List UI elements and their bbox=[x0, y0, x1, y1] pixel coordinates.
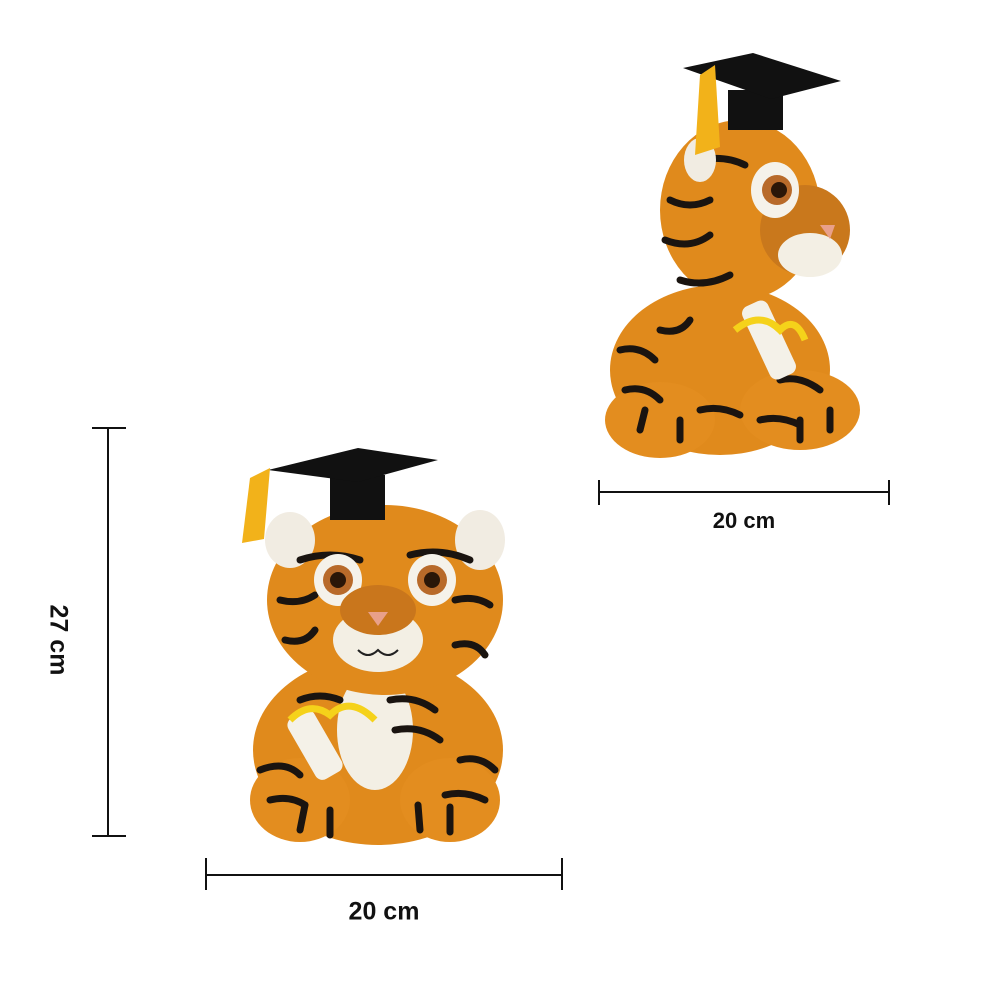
height-label: 27 cm bbox=[44, 604, 73, 676]
front-width-dimension-line bbox=[205, 858, 563, 890]
side-width-label: 20 cm bbox=[712, 508, 776, 533]
tiger-plush-front bbox=[242, 448, 505, 845]
height-dimension-line bbox=[92, 427, 126, 837]
tiger-plush-side bbox=[605, 53, 860, 458]
side-width-dimension-line bbox=[598, 480, 890, 505]
front-width-label: 20 cm bbox=[348, 897, 420, 926]
